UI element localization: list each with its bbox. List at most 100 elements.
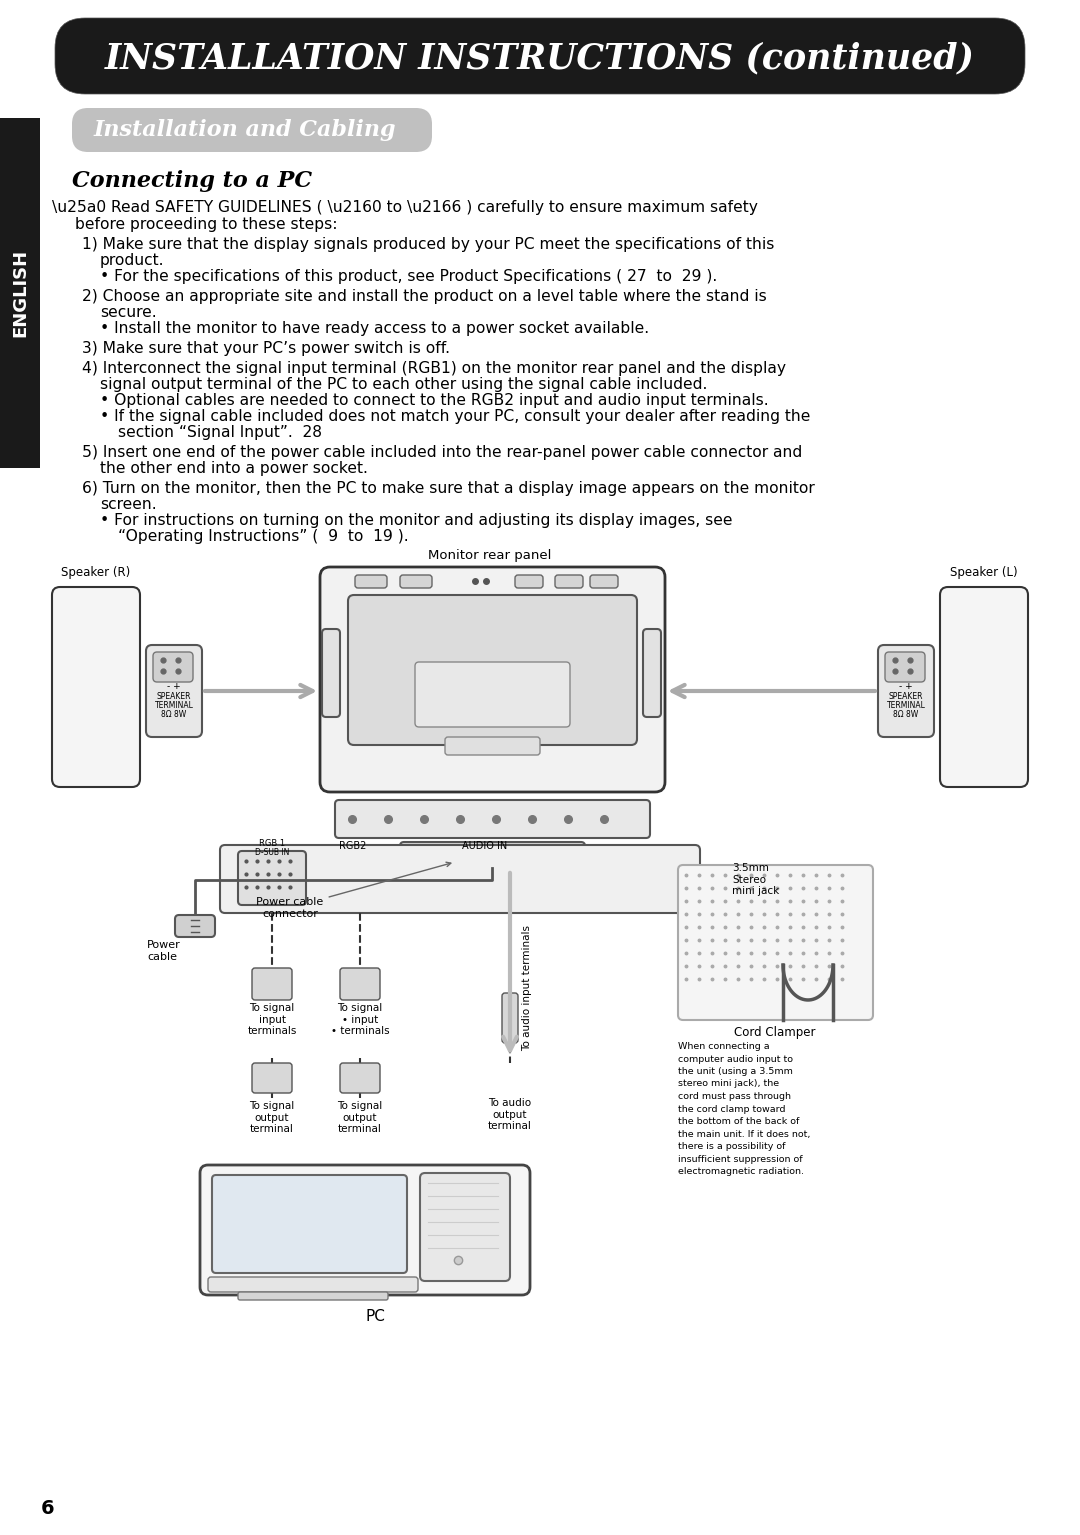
Text: the main unit. If it does not,: the main unit. If it does not, (678, 1130, 810, 1139)
Text: - +: - + (900, 682, 913, 691)
FancyBboxPatch shape (175, 915, 215, 936)
Text: stereo mini jack), the: stereo mini jack), the (678, 1079, 779, 1088)
Text: signal output terminal of the PC to each other using the signal cable included.: signal output terminal of the PC to each… (100, 378, 707, 391)
Text: Cord Clamper: Cord Clamper (734, 1025, 815, 1039)
FancyBboxPatch shape (146, 645, 202, 737)
FancyBboxPatch shape (153, 652, 193, 682)
Text: - +: - + (167, 682, 180, 691)
Text: RGB 1: RGB 1 (259, 840, 285, 847)
Text: When connecting a: When connecting a (678, 1042, 770, 1051)
Text: Power cable
connector: Power cable connector (256, 863, 450, 918)
Text: there is a possibility of: there is a possibility of (678, 1142, 785, 1151)
Text: ENGLISH: ENGLISH (11, 249, 29, 338)
Text: 3) Make sure that your PC’s power switch is off.: 3) Make sure that your PC’s power switch… (82, 341, 450, 356)
Text: 3.5mm
Stereo
mini jack: 3.5mm Stereo mini jack (732, 863, 780, 896)
FancyBboxPatch shape (340, 969, 380, 999)
FancyBboxPatch shape (252, 969, 292, 999)
Text: Speaker (L): Speaker (L) (950, 566, 1017, 579)
Text: • Optional cables are needed to connect to the RGB2 input and audio input termin: • Optional cables are needed to connect … (100, 393, 769, 408)
FancyBboxPatch shape (238, 1292, 388, 1300)
Text: 8Ω 8W: 8Ω 8W (161, 711, 187, 718)
Circle shape (564, 873, 580, 889)
Circle shape (972, 645, 996, 669)
Text: “Operating Instructions” (  9  to  19 ).: “Operating Instructions” ( 9 to 19 ). (118, 530, 408, 543)
Circle shape (453, 870, 473, 890)
Text: electromagnetic radiation.: electromagnetic radiation. (678, 1167, 804, 1176)
Text: secure.: secure. (100, 305, 157, 319)
Text: Connecting to a PC: Connecting to a PC (72, 170, 312, 192)
FancyBboxPatch shape (348, 596, 637, 744)
FancyBboxPatch shape (340, 1064, 380, 1093)
FancyBboxPatch shape (238, 850, 306, 906)
Text: Speaker (R): Speaker (R) (62, 566, 131, 579)
FancyBboxPatch shape (322, 629, 340, 717)
Text: 2) Choose an appropriate site and install the product on a level table where the: 2) Choose an appropriate site and instal… (82, 289, 767, 304)
Circle shape (699, 866, 725, 890)
Text: the other end into a power socket.: the other end into a power socket. (100, 460, 368, 476)
Text: SPEAKER: SPEAKER (889, 692, 923, 701)
FancyBboxPatch shape (878, 645, 934, 737)
Text: 1) Make sure that the display signals produced by your PC meet the specification: 1) Make sure that the display signals pr… (82, 236, 774, 252)
Circle shape (373, 870, 393, 890)
Circle shape (481, 870, 501, 890)
Text: Power
cable: Power cable (147, 939, 180, 961)
FancyBboxPatch shape (643, 629, 661, 717)
FancyBboxPatch shape (885, 652, 924, 682)
Circle shape (66, 626, 126, 688)
Text: screen.: screen. (100, 497, 157, 513)
FancyBboxPatch shape (208, 1277, 418, 1292)
Text: To signal
• input
• terminals: To signal • input • terminals (330, 1002, 389, 1036)
Circle shape (954, 626, 1014, 688)
FancyBboxPatch shape (52, 586, 140, 787)
FancyBboxPatch shape (400, 843, 585, 867)
FancyBboxPatch shape (55, 18, 1025, 94)
Circle shape (323, 870, 343, 890)
Text: 5) Insert one end of the power cable included into the rear-panel power cable co: 5) Insert one end of the power cable inc… (82, 445, 802, 460)
Circle shape (84, 645, 108, 669)
Text: PC: PC (365, 1309, 384, 1325)
FancyBboxPatch shape (212, 1174, 407, 1273)
Text: insufficient suppression of: insufficient suppression of (678, 1154, 802, 1164)
Text: To audio
output
terminal: To audio output terminal (488, 1098, 532, 1131)
FancyBboxPatch shape (502, 993, 518, 1042)
Text: cord must pass through: cord must pass through (678, 1091, 791, 1101)
FancyBboxPatch shape (555, 576, 583, 588)
FancyBboxPatch shape (678, 866, 873, 1019)
Text: • For instructions on turning on the monitor and adjusting its display images, s: • For instructions on turning on the mon… (100, 513, 732, 528)
Text: the unit (using a 3.5mm: the unit (using a 3.5mm (678, 1067, 793, 1076)
FancyBboxPatch shape (220, 844, 700, 913)
Text: 6) Turn on the monitor, then the PC to make sure that a display image appears on: 6) Turn on the monitor, then the PC to m… (82, 480, 814, 496)
Text: Installation and Cabling: Installation and Cabling (94, 120, 396, 141)
FancyBboxPatch shape (200, 1165, 530, 1296)
Text: To audio input terminals: To audio input terminals (522, 926, 532, 1051)
Bar (0, 118, 40, 468)
Text: TERMINAL: TERMINAL (154, 701, 193, 711)
Text: 4) Interconnect the signal input terminal (RGB1) on the monitor rear panel and t: 4) Interconnect the signal input termina… (82, 361, 786, 376)
Text: computer audio input to: computer audio input to (678, 1055, 793, 1064)
FancyBboxPatch shape (420, 1173, 510, 1282)
Text: the cord clamp toward: the cord clamp toward (678, 1105, 785, 1113)
Text: To signal
input
terminals: To signal input terminals (247, 1002, 297, 1036)
Text: Monitor rear panel: Monitor rear panel (429, 550, 552, 562)
Text: SPEAKER: SPEAKER (157, 692, 191, 701)
FancyBboxPatch shape (320, 566, 665, 792)
FancyBboxPatch shape (252, 1064, 292, 1093)
FancyBboxPatch shape (72, 107, 432, 152)
FancyBboxPatch shape (445, 737, 540, 755)
Text: AUDIO IN: AUDIO IN (462, 841, 508, 850)
Circle shape (509, 870, 529, 890)
FancyBboxPatch shape (940, 586, 1028, 787)
Text: 6: 6 (41, 1498, 55, 1518)
Circle shape (426, 870, 445, 890)
Text: product.: product. (100, 253, 164, 269)
Text: To signal
output
terminal: To signal output terminal (337, 1101, 382, 1134)
FancyBboxPatch shape (515, 576, 543, 588)
Text: To signal
output
terminal: To signal output terminal (249, 1101, 295, 1134)
Circle shape (542, 873, 558, 889)
FancyBboxPatch shape (590, 576, 618, 588)
Text: 8Ω 8W: 8Ω 8W (893, 711, 919, 718)
Text: • For the specifications of this product, see Product Specifications ( 27  to  2: • For the specifications of this product… (100, 269, 717, 284)
Text: • Install the monitor to have ready access to a power socket available.: • Install the monitor to have ready acce… (100, 321, 649, 336)
Text: before proceeding to these steps:: before proceeding to these steps: (75, 216, 337, 232)
Text: INSTALLATION INSTRUCTIONS (continued): INSTALLATION INSTRUCTIONS (continued) (105, 41, 975, 75)
